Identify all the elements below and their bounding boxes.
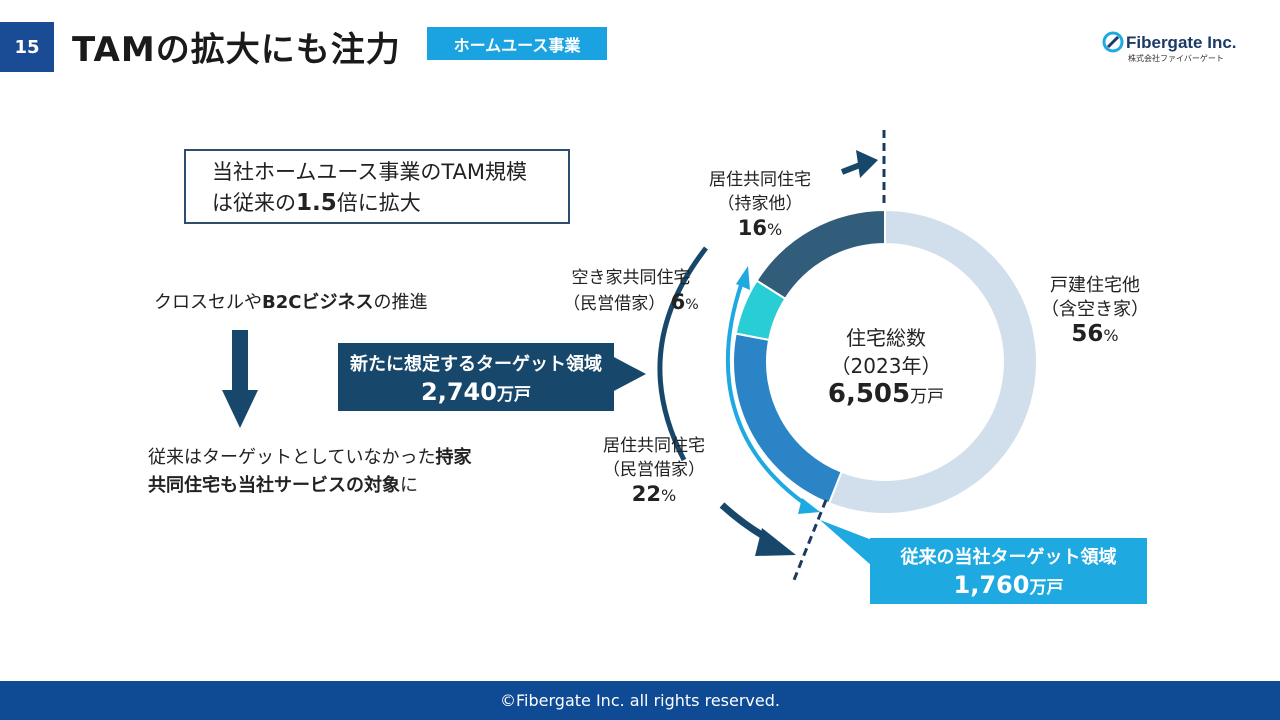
old-arc-head-bottom <box>798 498 820 514</box>
label-rental-apartments: 居住共同住宅 （民営借家） 22% <box>603 436 705 506</box>
donut-slice-3 <box>755 208 886 301</box>
down-arrow-icon <box>222 330 258 428</box>
page-title: TAMの拡大にも注力 <box>72 30 401 70</box>
old-box-pointer <box>820 520 872 566</box>
page-number: 15 <box>0 22 54 72</box>
target-expansion-text: 従来はターゲットとしていなかった持家 共同住宅も当社サービスの対象に <box>148 447 472 496</box>
label-vacant-apartments: 空き家共同住宅 （民営借家） 6% <box>563 268 699 314</box>
bottom-arrowhead <box>755 528 796 556</box>
top-arrow <box>840 162 862 175</box>
donut-chart <box>732 208 1038 515</box>
top-arrowhead <box>856 150 878 178</box>
old-target-box: 従来の当社ターゲット領域 1,760万戸 <box>870 538 1147 604</box>
callout-line1: 当社ホームユース事業のTAM規模 <box>212 160 528 184</box>
label-owned-apartments: 居住共同住宅 （持家他） 16% <box>709 170 811 240</box>
fibergate-logo-icon <box>1102 31 1124 53</box>
logo-text: Fibergate Inc. <box>1126 33 1237 52</box>
new-target-arc <box>657 246 708 462</box>
divider-bottom <box>792 499 828 581</box>
label-detached-houses: 戸建住宅他 （含空き家） 56% <box>1041 275 1149 347</box>
section-tag: ホームユース事業 <box>427 27 607 60</box>
old-target-arc <box>725 281 810 508</box>
callout-line2: は従来の1.5倍に拡大 <box>212 190 421 216</box>
donut-slice-0 <box>827 208 1038 515</box>
cross-sell-text: クロスセルやB2Cビジネスの推進 <box>154 292 428 313</box>
logo-subtext: 株式会社ファイバーゲート <box>1128 54 1224 63</box>
footer-copyright: ©Fibergate Inc. all rights reserved. <box>0 681 1280 720</box>
donut-center-total: 住宅総数 （2023年） 6,505万戸 <box>827 326 945 409</box>
old-arc-head-top <box>736 266 750 290</box>
new-box-pointer <box>612 356 646 392</box>
tam-callout: 当社ホームユース事業のTAM規模 は従来の1.5倍に拡大 <box>184 149 570 224</box>
new-target-box: 新たに想定するターゲット領域 2,740万戸 <box>338 343 614 411</box>
